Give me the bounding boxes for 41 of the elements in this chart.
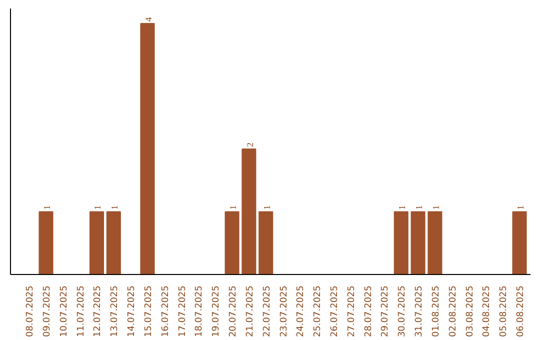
x-tick-label: 31.07.2025 — [414, 286, 425, 338]
x-tick-label: 05.08.2025 — [499, 286, 510, 338]
x-tick-label: 25.07.2025 — [313, 286, 324, 338]
x-tick-label: 09.07.2025 — [42, 286, 53, 338]
x-tick-label: 27.07.2025 — [346, 286, 357, 338]
x-tick-label: 26.07.2025 — [330, 286, 340, 338]
x-tick-label: 11.07.2025 — [76, 286, 86, 338]
data-label: 1 — [42, 205, 52, 210]
x-tick-label: 01.08.2025 — [431, 286, 442, 338]
x-tick-label: 12.07.2025 — [93, 286, 104, 338]
x-tick-label: 18.07.2025 — [194, 286, 205, 338]
x-tick-label: 23.07.2025 — [279, 286, 290, 338]
data-label: 1 — [228, 205, 238, 210]
x-tick-label: 30.07.2025 — [398, 286, 408, 338]
x-tick-label: 13.07.2025 — [110, 286, 120, 338]
data-label: 1 — [430, 205, 441, 210]
x-tick-label: 04.08.2025 — [482, 286, 492, 338]
x-tick-label: 06.08.2025 — [516, 286, 526, 338]
x-tick-label: 10.07.2025 — [59, 286, 70, 338]
data-label: 1 — [414, 205, 424, 210]
x-tick-label: 29.07.2025 — [380, 286, 391, 338]
x-tick-label: 03.08.2025 — [465, 286, 476, 338]
x-tick-label: 24.07.2025 — [296, 286, 306, 338]
x-tick-label: 16.07.2025 — [160, 286, 171, 338]
x-tick-label: 02.08.2025 — [448, 286, 458, 338]
x-tick-label: 28.07.2025 — [364, 286, 374, 338]
x-tick-label: 15.07.2025 — [144, 286, 154, 338]
x-tick-label: 14.07.2025 — [127, 286, 138, 338]
x-tick-label: 19.07.2025 — [212, 286, 222, 338]
data-label: 1 — [397, 205, 408, 210]
data-label: 1 — [110, 205, 120, 210]
data-label: 1 — [516, 205, 526, 210]
x-tick-label: 20.07.2025 — [228, 286, 239, 338]
data-label: 1 — [262, 205, 272, 210]
data-label: 4 — [143, 16, 154, 22]
x-tick-label: 22.07.2025 — [262, 286, 272, 338]
data-label: 2 — [244, 142, 255, 148]
x-tick-label: 17.07.2025 — [178, 286, 188, 338]
data-label: 1 — [92, 205, 103, 210]
x-tick-label: 08.07.2025 — [26, 286, 36, 338]
x-tick-label: 21.07.2025 — [245, 286, 256, 338]
